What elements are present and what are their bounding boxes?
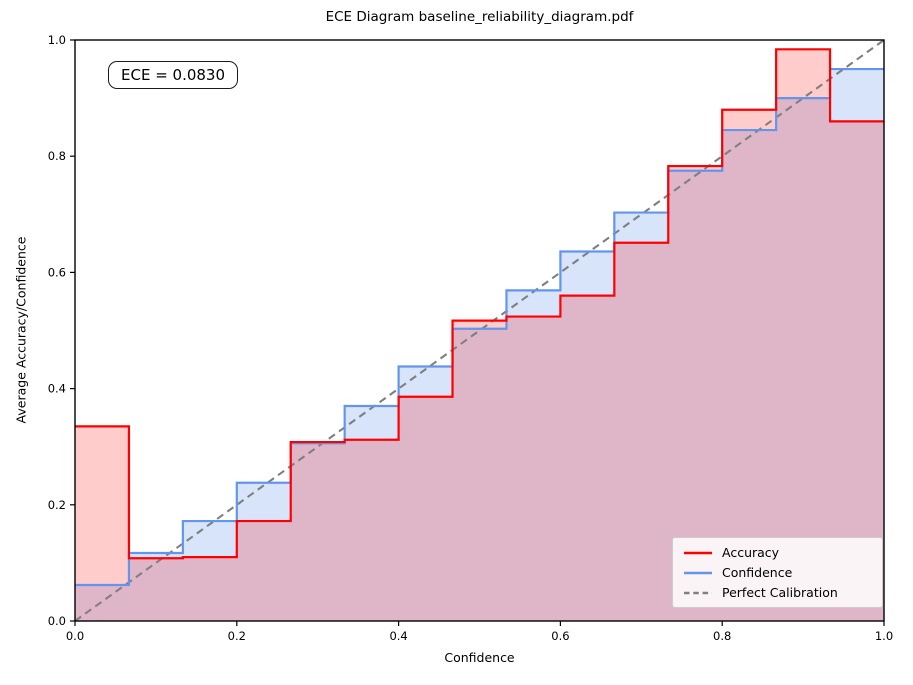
x-tick-label: 1.0 [875, 629, 893, 643]
x-axis-label: Confidence [444, 650, 515, 665]
legend-label-confidence: Confidence [722, 565, 793, 580]
perfect-calibration-line-sample-icon [684, 591, 712, 594]
x-tick-label: 0.8 [713, 629, 731, 643]
confidence-line [75, 67, 884, 587]
chart-title: ECE Diagram baseline_reliability_diagram… [325, 9, 634, 25]
accuracy-line-sample-icon [684, 551, 712, 554]
legend-item-perfect-calibration: Perfect Calibration [683, 585, 872, 600]
axes-spines [74, 39, 885, 622]
y-tick-label: 0.8 [48, 149, 66, 163]
x-tick-label: 0.6 [551, 629, 569, 643]
x-tick-label: 0.4 [389, 629, 407, 643]
legend: Accuracy Confidence Perfect Calibration [672, 537, 883, 608]
legend-item-accuracy: Accuracy [683, 545, 872, 560]
accuracy-fill [75, 49, 884, 621]
y-tick-label: 1.0 [48, 33, 66, 47]
y-tick-label: 0.0 [48, 614, 66, 628]
y-tick-label: 0.4 [48, 382, 66, 396]
y-axis-label: Average Accuracy/Confidence [13, 236, 29, 424]
ece-annotation: ECE = 0.0830 [108, 61, 239, 89]
legend-label-perfect-calibration: Perfect Calibration [722, 585, 838, 600]
x-tick-label: 0.0 [66, 629, 84, 643]
legend-label-accuracy: Accuracy [722, 545, 780, 560]
y-tick-label: 0.2 [48, 498, 66, 512]
confidence-line-sample-icon [684, 571, 712, 574]
accuracy-line [75, 48, 884, 560]
y-tick-label: 0.6 [48, 265, 66, 279]
x-tick-label: 0.2 [228, 629, 246, 643]
perfect-calibration-line [74, 39, 885, 622]
legend-item-confidence: Confidence [683, 565, 872, 580]
